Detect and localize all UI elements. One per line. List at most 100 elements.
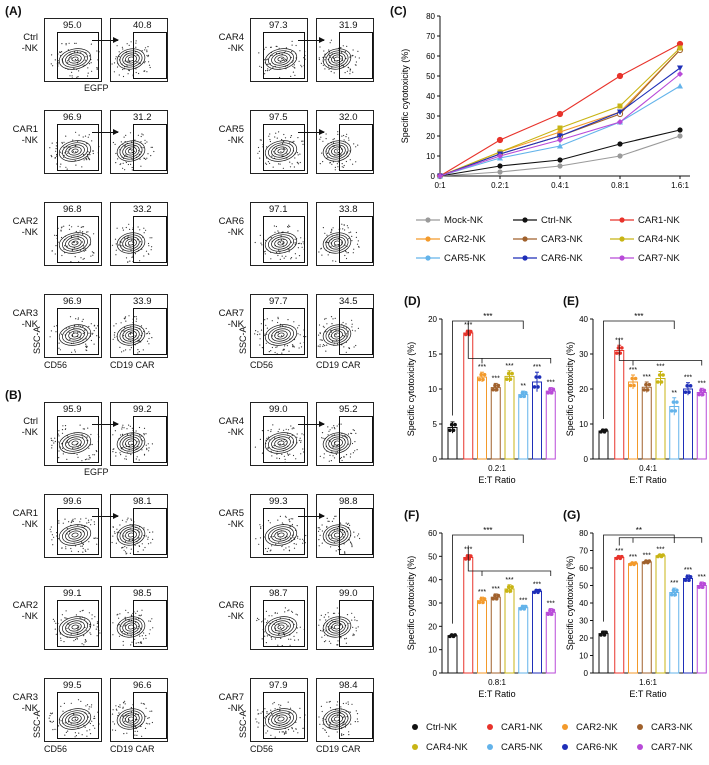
event-dot — [120, 454, 122, 456]
bar-CAR1-NK — [463, 557, 474, 674]
event-dot — [96, 626, 98, 628]
contour-ring — [328, 328, 346, 342]
bar-CAR4-NK — [655, 378, 666, 460]
event-dot — [112, 338, 114, 340]
event-dot — [289, 712, 291, 714]
event-dot — [339, 522, 342, 524]
event-dot — [353, 634, 355, 636]
event-dot — [130, 644, 132, 646]
event-dot — [68, 228, 71, 230]
event-dot — [261, 638, 263, 640]
cd56-percent: 99.1 — [63, 588, 82, 599]
replicate-dot — [494, 387, 499, 392]
legend-dot — [619, 217, 625, 224]
gate-box — [133, 216, 167, 263]
event-dot — [148, 64, 151, 66]
event-dot — [75, 151, 77, 153]
event-dot — [299, 437, 301, 439]
event-dot — [341, 51, 343, 53]
event-dot — [353, 531, 355, 533]
event-dot — [124, 700, 126, 702]
event-dot — [64, 734, 66, 736]
replicate-dot — [481, 600, 485, 605]
contour-ring — [328, 52, 346, 66]
event-dot — [51, 156, 53, 158]
event-dot — [270, 46, 272, 48]
event-dot — [259, 344, 261, 346]
event-dot — [116, 45, 118, 47]
event-dot — [61, 429, 64, 431]
replicate-dot — [599, 633, 603, 637]
event-dot — [84, 459, 87, 461]
event-dot — [259, 157, 261, 159]
event-dot — [61, 43, 63, 45]
event-dot — [65, 546, 67, 548]
event-dot — [345, 160, 347, 163]
event-dot — [69, 316, 72, 318]
event-dot — [274, 612, 276, 614]
contour-ring — [268, 434, 294, 452]
event-dot — [264, 253, 266, 255]
event-dot — [265, 732, 267, 734]
legend-dot — [412, 724, 418, 731]
contour-ring — [331, 714, 343, 724]
event-dot — [62, 453, 64, 455]
event-dot — [336, 150, 338, 152]
event-dot — [139, 615, 141, 617]
event-dot — [112, 448, 114, 450]
event-dot — [352, 634, 354, 637]
event-dot — [70, 547, 72, 550]
event-dot — [293, 140, 295, 142]
event-dot — [54, 157, 56, 159]
event-dot — [268, 69, 270, 71]
event-dot — [92, 254, 94, 256]
event-dot — [342, 335, 344, 337]
contour-ring — [125, 438, 137, 448]
event-dot — [270, 350, 272, 352]
car-gate-plot: 96.6 — [110, 678, 168, 742]
event-dot — [343, 224, 345, 226]
legend-marker — [610, 217, 634, 224]
event-dot — [299, 242, 301, 244]
contour-ring — [331, 146, 343, 156]
event-dot — [350, 231, 352, 233]
contour-ring — [271, 328, 291, 342]
event-dot — [258, 722, 260, 724]
event-dot — [93, 330, 95, 332]
event-dot — [84, 549, 86, 551]
contour-ring — [71, 440, 79, 446]
event-dot — [49, 715, 51, 717]
replicate-dot — [620, 346, 624, 350]
gate-box — [57, 216, 99, 263]
event-dot — [141, 609, 143, 611]
event-dot — [344, 638, 346, 640]
event-dot — [281, 58, 283, 60]
data-point — [557, 157, 563, 163]
event-dot — [77, 76, 79, 78]
contour-ring — [62, 142, 88, 160]
cd56-gate-plot: 95.0 — [44, 18, 102, 82]
replicate-dot — [661, 553, 665, 557]
event-dot — [342, 65, 345, 67]
event-dot — [335, 329, 337, 331]
replicate-dot — [659, 380, 664, 384]
event-dot — [282, 231, 284, 233]
event-dot — [255, 718, 257, 720]
event-dot — [68, 521, 70, 523]
legend-label: CAR1-NK — [501, 722, 543, 733]
event-dot — [321, 710, 323, 713]
event-dot — [116, 528, 118, 530]
event-dot — [295, 721, 297, 723]
group-bracket — [618, 338, 703, 366]
bar-CAR6-NK — [532, 381, 542, 460]
event-dot — [260, 66, 263, 68]
event-dot — [321, 152, 323, 154]
event-dot — [293, 547, 296, 549]
legend-label: CAR7-NK — [638, 253, 680, 264]
event-dot — [148, 253, 150, 255]
gate-box — [263, 416, 305, 463]
data-point — [677, 45, 683, 51]
event-dot — [119, 163, 121, 166]
event-dot — [279, 242, 281, 244]
